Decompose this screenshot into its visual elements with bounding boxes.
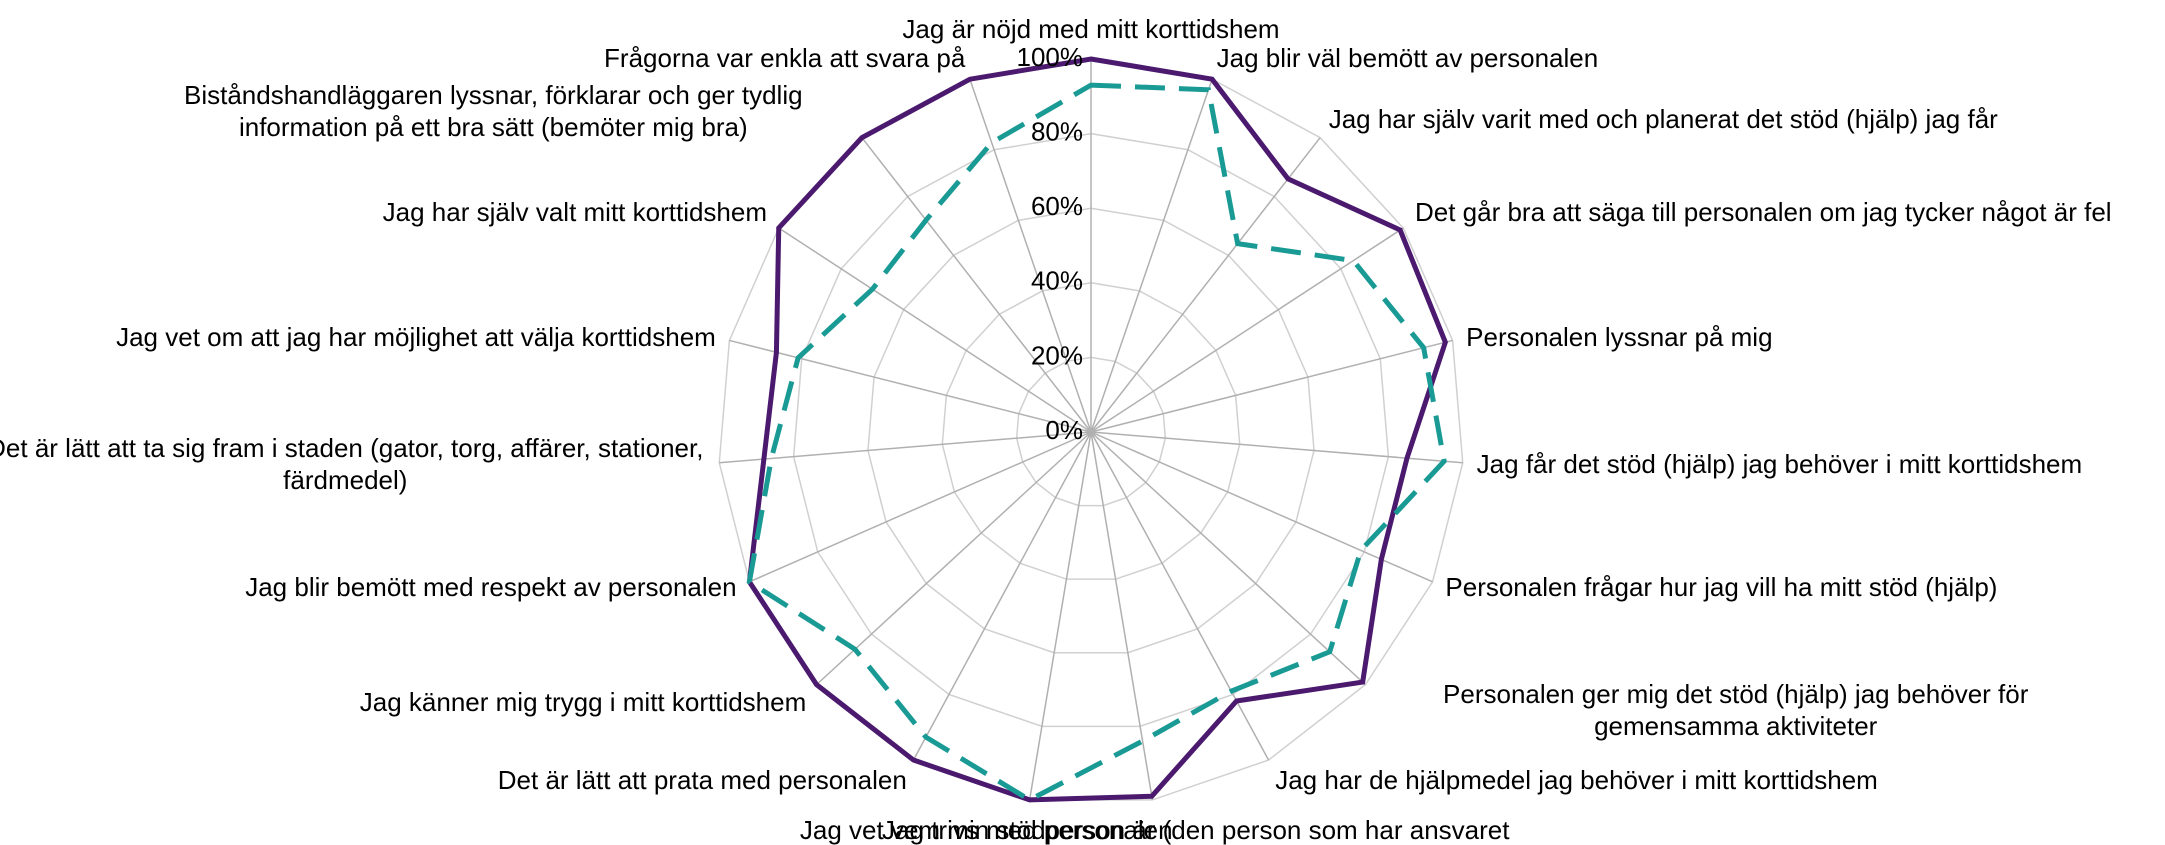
- series-line: [746, 56, 1449, 803]
- category-label: Jag blir bemött med respekt av personale…: [245, 572, 737, 603]
- category-label: Jag är nöjd med mitt korttidshem: [902, 14, 1280, 44]
- category-label: Personalen lyssnar på mig: [1466, 321, 1773, 352]
- spoke: [1090, 431, 1270, 761]
- spoke: [969, 78, 1092, 433]
- y-tick-label: 60%: [1031, 191, 1083, 221]
- category-label: Jag har själv varit med och planerat det…: [1328, 103, 1998, 134]
- category-label: Biståndshandläggaren lyssnar, förklarar …: [184, 79, 803, 142]
- y-tick-label: 40%: [1031, 266, 1083, 296]
- grid-ring: [792, 132, 1390, 728]
- y-tick-label: 0%: [1045, 415, 1083, 445]
- spoke: [749, 431, 1092, 583]
- spoke: [778, 227, 1092, 433]
- y-tick-label: 20%: [1031, 340, 1083, 370]
- category-label: Jag trivs med personalen: [882, 814, 1173, 845]
- grid-ring: [1015, 356, 1167, 507]
- y-tick-label: 80%: [1031, 116, 1083, 146]
- spoke: [1090, 431, 1433, 583]
- category-label: Jag vet vem min stödperson är (den perso…: [799, 814, 1510, 845]
- spoke: [1090, 339, 1453, 433]
- spoke: [1090, 431, 1463, 464]
- category-label: Jag har de hjälpmedel jag behöver i mitt…: [1275, 765, 1878, 796]
- spoke: [912, 431, 1092, 761]
- category-label: Jag blir väl bemött av personalen: [1216, 42, 1599, 73]
- y-tick-label: 100%: [1017, 42, 1084, 72]
- spoke: [719, 431, 1092, 464]
- spoke: [1090, 431, 1154, 801]
- spoke: [1028, 431, 1092, 801]
- spoke: [861, 137, 1092, 433]
- category-label: Det är lätt att ta sig fram i staden (ga…: [0, 432, 704, 495]
- spoke: [1090, 431, 1366, 686]
- category-label: Det är lätt att prata med personalen: [497, 765, 907, 796]
- grid-ring: [941, 282, 1241, 580]
- category-label: Personalen ger mig det stöd (hjälp) jag …: [1443, 679, 2029, 742]
- category-label: Jag har själv valt mitt korttidshem: [382, 197, 768, 228]
- spoke: [729, 339, 1092, 433]
- series-line: [746, 82, 1447, 803]
- grid-ring: [867, 207, 1315, 654]
- category-label: Jag känner mig trygg i mitt korttidshem: [359, 687, 807, 718]
- category-label: Jag får det stöd (hjälp) jag behöver i m…: [1476, 448, 2083, 479]
- spoke: [816, 431, 1092, 686]
- spoke: [1090, 137, 1321, 433]
- category-label: Jag vet om att jag har möjlighet att väl…: [116, 321, 716, 352]
- spoke: [1090, 227, 1404, 433]
- category-label: Frågorna var enkla att svara på: [604, 42, 966, 73]
- category-label: Det går bra att säga till personalen om …: [1414, 197, 2112, 228]
- category-label: Personalen frågar hur jag vill ha mitt s…: [1445, 572, 1998, 603]
- spoke: [1090, 78, 1213, 433]
